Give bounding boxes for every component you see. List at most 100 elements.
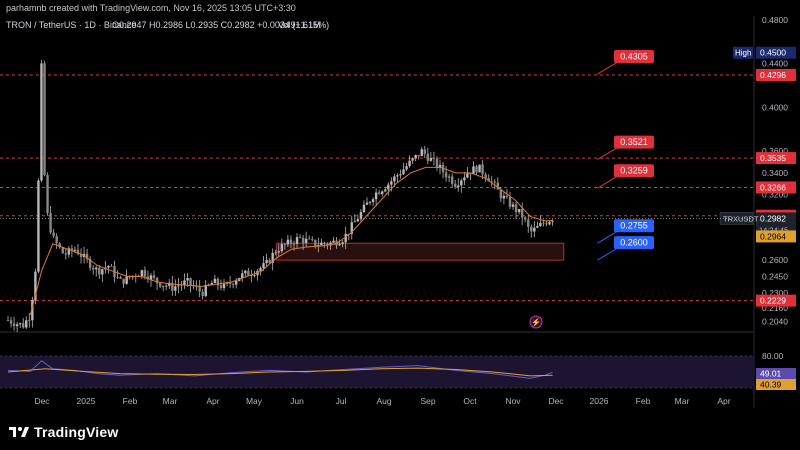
candle-body	[530, 226, 533, 232]
callout-box-3	[614, 219, 654, 233]
candle-body	[432, 157, 436, 159]
y-tick-5: 0.3200	[762, 190, 788, 200]
callout-leader-3	[597, 231, 617, 244]
candle-body	[152, 275, 156, 278]
candle-body	[457, 185, 460, 187]
candle-body	[149, 275, 153, 280]
candle-body	[228, 282, 232, 284]
candle-body	[454, 183, 457, 187]
candle-body	[183, 280, 186, 285]
support-zone	[276, 242, 565, 261]
candle-body	[429, 157, 433, 161]
candle-body	[539, 222, 542, 226]
candle-body	[490, 181, 493, 183]
candle-body	[301, 237, 305, 243]
candle-body	[189, 278, 192, 286]
candle-body	[271, 252, 274, 263]
candle-body	[402, 169, 405, 175]
candle-body	[533, 227, 536, 232]
x-tick-4: Apr	[206, 396, 219, 406]
candle-body	[450, 176, 454, 184]
candle-body	[381, 191, 384, 195]
candle-body	[368, 201, 372, 203]
candle-body	[514, 204, 518, 213]
candle-body	[76, 249, 80, 255]
candle-body	[204, 284, 207, 297]
tradingview-logo[interactable]: TradingView	[8, 424, 118, 440]
tradingview-logo-text: TradingView	[34, 424, 119, 440]
level-axis-label-1: 0.3535	[760, 153, 786, 163]
candle-body	[508, 196, 512, 207]
callout-label-3: 0.2755	[620, 221, 648, 231]
x-tick-16: Apr	[717, 396, 730, 406]
moving-average	[29, 166, 553, 315]
price-chart-svg[interactable]: 0.4305 0.3521 0.3259 0.2755 0.2600 0.4800 0.4…	[0, 15, 800, 420]
y-tick-3: 0.3600	[762, 146, 788, 156]
candle-body	[268, 259, 271, 263]
candle-body	[158, 283, 162, 287]
candle-body	[371, 199, 375, 202]
rsi-line	[7, 360, 553, 379]
candle-body	[408, 160, 411, 167]
candle-body	[390, 181, 393, 185]
level-axis-tag-0	[756, 69, 796, 82]
svg-text:⚡: ⚡	[531, 317, 541, 327]
candle-body	[31, 300, 34, 321]
candle-body	[527, 219, 530, 227]
candle-body	[88, 258, 92, 269]
candle-body	[101, 269, 104, 275]
candle-body	[411, 158, 414, 161]
rsi-ma-value: 40.39	[760, 380, 782, 390]
level-axis-tag-2	[756, 181, 796, 194]
candle-body	[283, 244, 287, 245]
high-prefix: High	[735, 49, 751, 58]
candle-body	[341, 242, 344, 245]
candle-body	[536, 225, 539, 228]
candle-body	[213, 278, 217, 284]
candle-body	[387, 184, 390, 190]
candle-body	[289, 239, 293, 244]
callout-label-4: 0.2600	[620, 238, 648, 248]
candle-body	[323, 242, 326, 245]
top-bar: parhamnb created with TradingView.com, N…	[0, 0, 800, 16]
candle-body	[107, 266, 110, 268]
candle-body	[405, 166, 408, 170]
y-tick-8: 0.2600	[762, 255, 788, 265]
creator-note: parhamnb created with TradingView.com, N…	[6, 3, 296, 13]
candle-body	[18, 323, 22, 325]
candle-body	[426, 153, 430, 161]
candle-body	[125, 275, 128, 284]
candle-body	[447, 176, 451, 178]
candle-body	[280, 244, 284, 252]
candle-body	[520, 209, 524, 218]
symbol-tag-label: TRXUSDT	[723, 214, 759, 223]
candle-body	[362, 204, 366, 212]
rsi-value: 49.01	[760, 369, 782, 379]
ma-line	[29, 166, 553, 315]
level-axis-label-4: 0.2229	[760, 296, 786, 306]
candle-body	[146, 276, 150, 280]
candle-body	[484, 174, 487, 179]
x-tick-6: Jun	[290, 396, 304, 406]
x-tick-13: 2026	[590, 396, 609, 406]
time-axis: Dec 2025 Feb Mar Apr May Jun Jul Aug Sep Oct Nov Dec…	[34, 396, 730, 406]
footer	[0, 420, 800, 450]
high-axis-tag	[756, 46, 796, 59]
callout-label-1: 0.3521	[620, 137, 648, 147]
chart-area[interactable]: 0.4305 0.3521 0.3259 0.2755 0.2600 0.4800 0.4…	[0, 15, 800, 420]
x-tick-5: May	[246, 396, 263, 406]
candles	[6, 59, 554, 333]
y-tick-1: 0.4400	[762, 59, 788, 69]
candle-body	[469, 173, 472, 175]
candle-body	[216, 278, 220, 286]
alert-icon[interactable]: ⚡	[529, 315, 543, 329]
candle-body	[95, 267, 98, 270]
candle-body	[201, 291, 204, 297]
candle-body	[292, 243, 296, 245]
candle-body	[332, 240, 335, 243]
candle-body	[46, 175, 49, 214]
candle-body	[277, 251, 280, 253]
level-axis-tag-1	[756, 152, 796, 165]
candle-body	[286, 239, 290, 245]
candle-body	[475, 166, 478, 173]
